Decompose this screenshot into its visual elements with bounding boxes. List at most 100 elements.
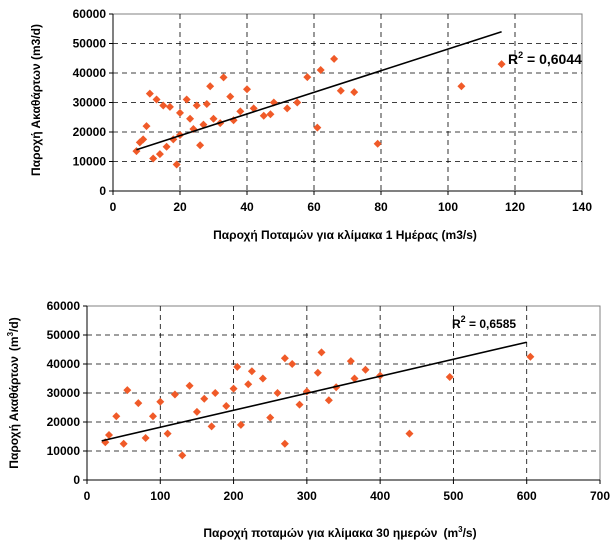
data-point bbox=[145, 89, 154, 98]
data-point bbox=[243, 85, 251, 94]
x-axis-unit-rest: /s) bbox=[463, 526, 477, 540]
data-point bbox=[172, 160, 181, 169]
data-point bbox=[123, 386, 132, 395]
y-tick-label: 0 bbox=[99, 184, 106, 198]
data-point bbox=[148, 412, 157, 421]
data-point bbox=[206, 82, 215, 91]
data-point bbox=[229, 384, 238, 393]
y-tick-label: 30000 bbox=[73, 96, 107, 110]
data-point bbox=[247, 367, 256, 376]
data-point bbox=[350, 374, 359, 383]
data-point bbox=[313, 368, 322, 377]
data-point bbox=[346, 357, 355, 366]
y-tick-label: 50000 bbox=[47, 328, 81, 342]
data-point bbox=[112, 412, 121, 421]
y-tick-label: 50000 bbox=[73, 37, 107, 51]
data-point bbox=[244, 380, 253, 389]
data-point bbox=[219, 73, 228, 82]
data-point bbox=[176, 108, 184, 117]
data-point bbox=[226, 92, 235, 101]
data-point bbox=[258, 374, 267, 383]
data-point bbox=[119, 439, 128, 448]
x-tick-label: 80 bbox=[374, 200, 388, 214]
data-point bbox=[288, 360, 297, 368]
y-axis-label: Παροχή Ακαθάρτων (m3/d) bbox=[6, 317, 21, 468]
y-axis-label-text: Παροχή Ακαθάρτων (m3/d) bbox=[29, 24, 43, 176]
data-point bbox=[192, 101, 201, 110]
x-tick-label: 0 bbox=[110, 200, 117, 214]
data-point bbox=[142, 122, 151, 131]
x-tick-label: 20 bbox=[173, 200, 187, 214]
y-axis-label-text: Παροχή Ακαθάρτων bbox=[7, 356, 21, 469]
data-point bbox=[236, 420, 245, 429]
y-tick-label: 30000 bbox=[47, 386, 81, 400]
y-axis-label: Παροχή Ακαθάρτων (m3/d) bbox=[29, 24, 43, 176]
data-point bbox=[295, 400, 304, 409]
x-tick-label: 120 bbox=[505, 200, 525, 214]
r-squared-sup: 2 bbox=[461, 314, 466, 324]
data-point bbox=[330, 54, 339, 63]
data-point bbox=[324, 396, 333, 405]
r-squared-base: R bbox=[508, 51, 518, 67]
data-point bbox=[266, 110, 275, 119]
data-point bbox=[200, 394, 209, 403]
chart-1: 0 10000 20000 30000 40000 50000 60000 0 20 40 60 80… bbox=[29, 7, 592, 242]
x-axis-unit-sup: 3 bbox=[458, 525, 463, 534]
data-point bbox=[526, 352, 535, 361]
data-point bbox=[273, 389, 282, 397]
data-point bbox=[149, 154, 158, 163]
data-point bbox=[336, 86, 345, 95]
data-point bbox=[156, 397, 165, 406]
y-tick-label: 10000 bbox=[73, 155, 107, 169]
r-squared-base: R bbox=[452, 317, 461, 331]
data-point bbox=[361, 365, 370, 374]
data-point bbox=[497, 60, 506, 69]
trendline bbox=[136, 30, 502, 151]
x-axis-label: Παροχή Ποταμών για κλίμακα 1 Ημέρας (m3/… bbox=[213, 228, 477, 242]
data-point bbox=[155, 150, 164, 159]
data-point bbox=[165, 102, 174, 111]
chart-2: 0 10000 20000 30000 40000 50000 60000 0 100 200 30… bbox=[6, 299, 610, 540]
data-point bbox=[207, 422, 216, 431]
data-point bbox=[222, 402, 231, 411]
x-axis-label-text: Παροχή Ποταμών για κλίμακα 1 Ημέρας (m3/… bbox=[213, 228, 477, 242]
data-point bbox=[163, 429, 172, 438]
y-tick-label: 40000 bbox=[73, 66, 107, 80]
data-point bbox=[192, 407, 201, 416]
data-point bbox=[159, 101, 168, 110]
data-point bbox=[236, 107, 245, 116]
data-point bbox=[280, 354, 289, 363]
x-axis-unit-base: (m bbox=[443, 526, 458, 540]
r-squared-label: R2 = 0,6044 bbox=[508, 50, 582, 67]
x-tick-label: 600 bbox=[517, 489, 537, 503]
data-point bbox=[104, 431, 113, 440]
x-tick-label: 60 bbox=[307, 200, 321, 214]
data-point bbox=[202, 99, 211, 108]
data-point bbox=[178, 451, 187, 460]
y-axis-unit-base: (m bbox=[7, 336, 21, 351]
x-tick-label: 100 bbox=[438, 200, 458, 214]
y-tick-label: 20000 bbox=[47, 415, 81, 429]
x-tick-label: 140 bbox=[572, 200, 592, 214]
y-tick-label: 60000 bbox=[47, 299, 81, 313]
data-point bbox=[135, 138, 144, 147]
data-point bbox=[134, 399, 143, 408]
data-point bbox=[280, 439, 289, 448]
x-tick-label: 100 bbox=[150, 489, 170, 503]
data-point bbox=[233, 362, 242, 371]
x-tick-label: 400 bbox=[370, 489, 390, 503]
r-squared-value: = 0,6044 bbox=[523, 51, 582, 67]
data-point bbox=[152, 95, 161, 104]
data-point bbox=[186, 114, 195, 123]
data-point bbox=[457, 82, 466, 91]
y-tick-label: 20000 bbox=[73, 125, 107, 139]
data-point bbox=[249, 104, 258, 113]
data-point bbox=[170, 390, 179, 399]
x-tick-label: 200 bbox=[224, 489, 244, 503]
data-point bbox=[101, 438, 110, 447]
data-point bbox=[209, 114, 218, 123]
y-axis-unit-rest: /d) bbox=[7, 317, 21, 332]
y-tick-label: 10000 bbox=[47, 444, 81, 458]
x-tick-label: 500 bbox=[443, 489, 463, 503]
x-axis-label-text: Παροχή ποταμών για κλίμακα 30 ημερών bbox=[203, 526, 437, 540]
